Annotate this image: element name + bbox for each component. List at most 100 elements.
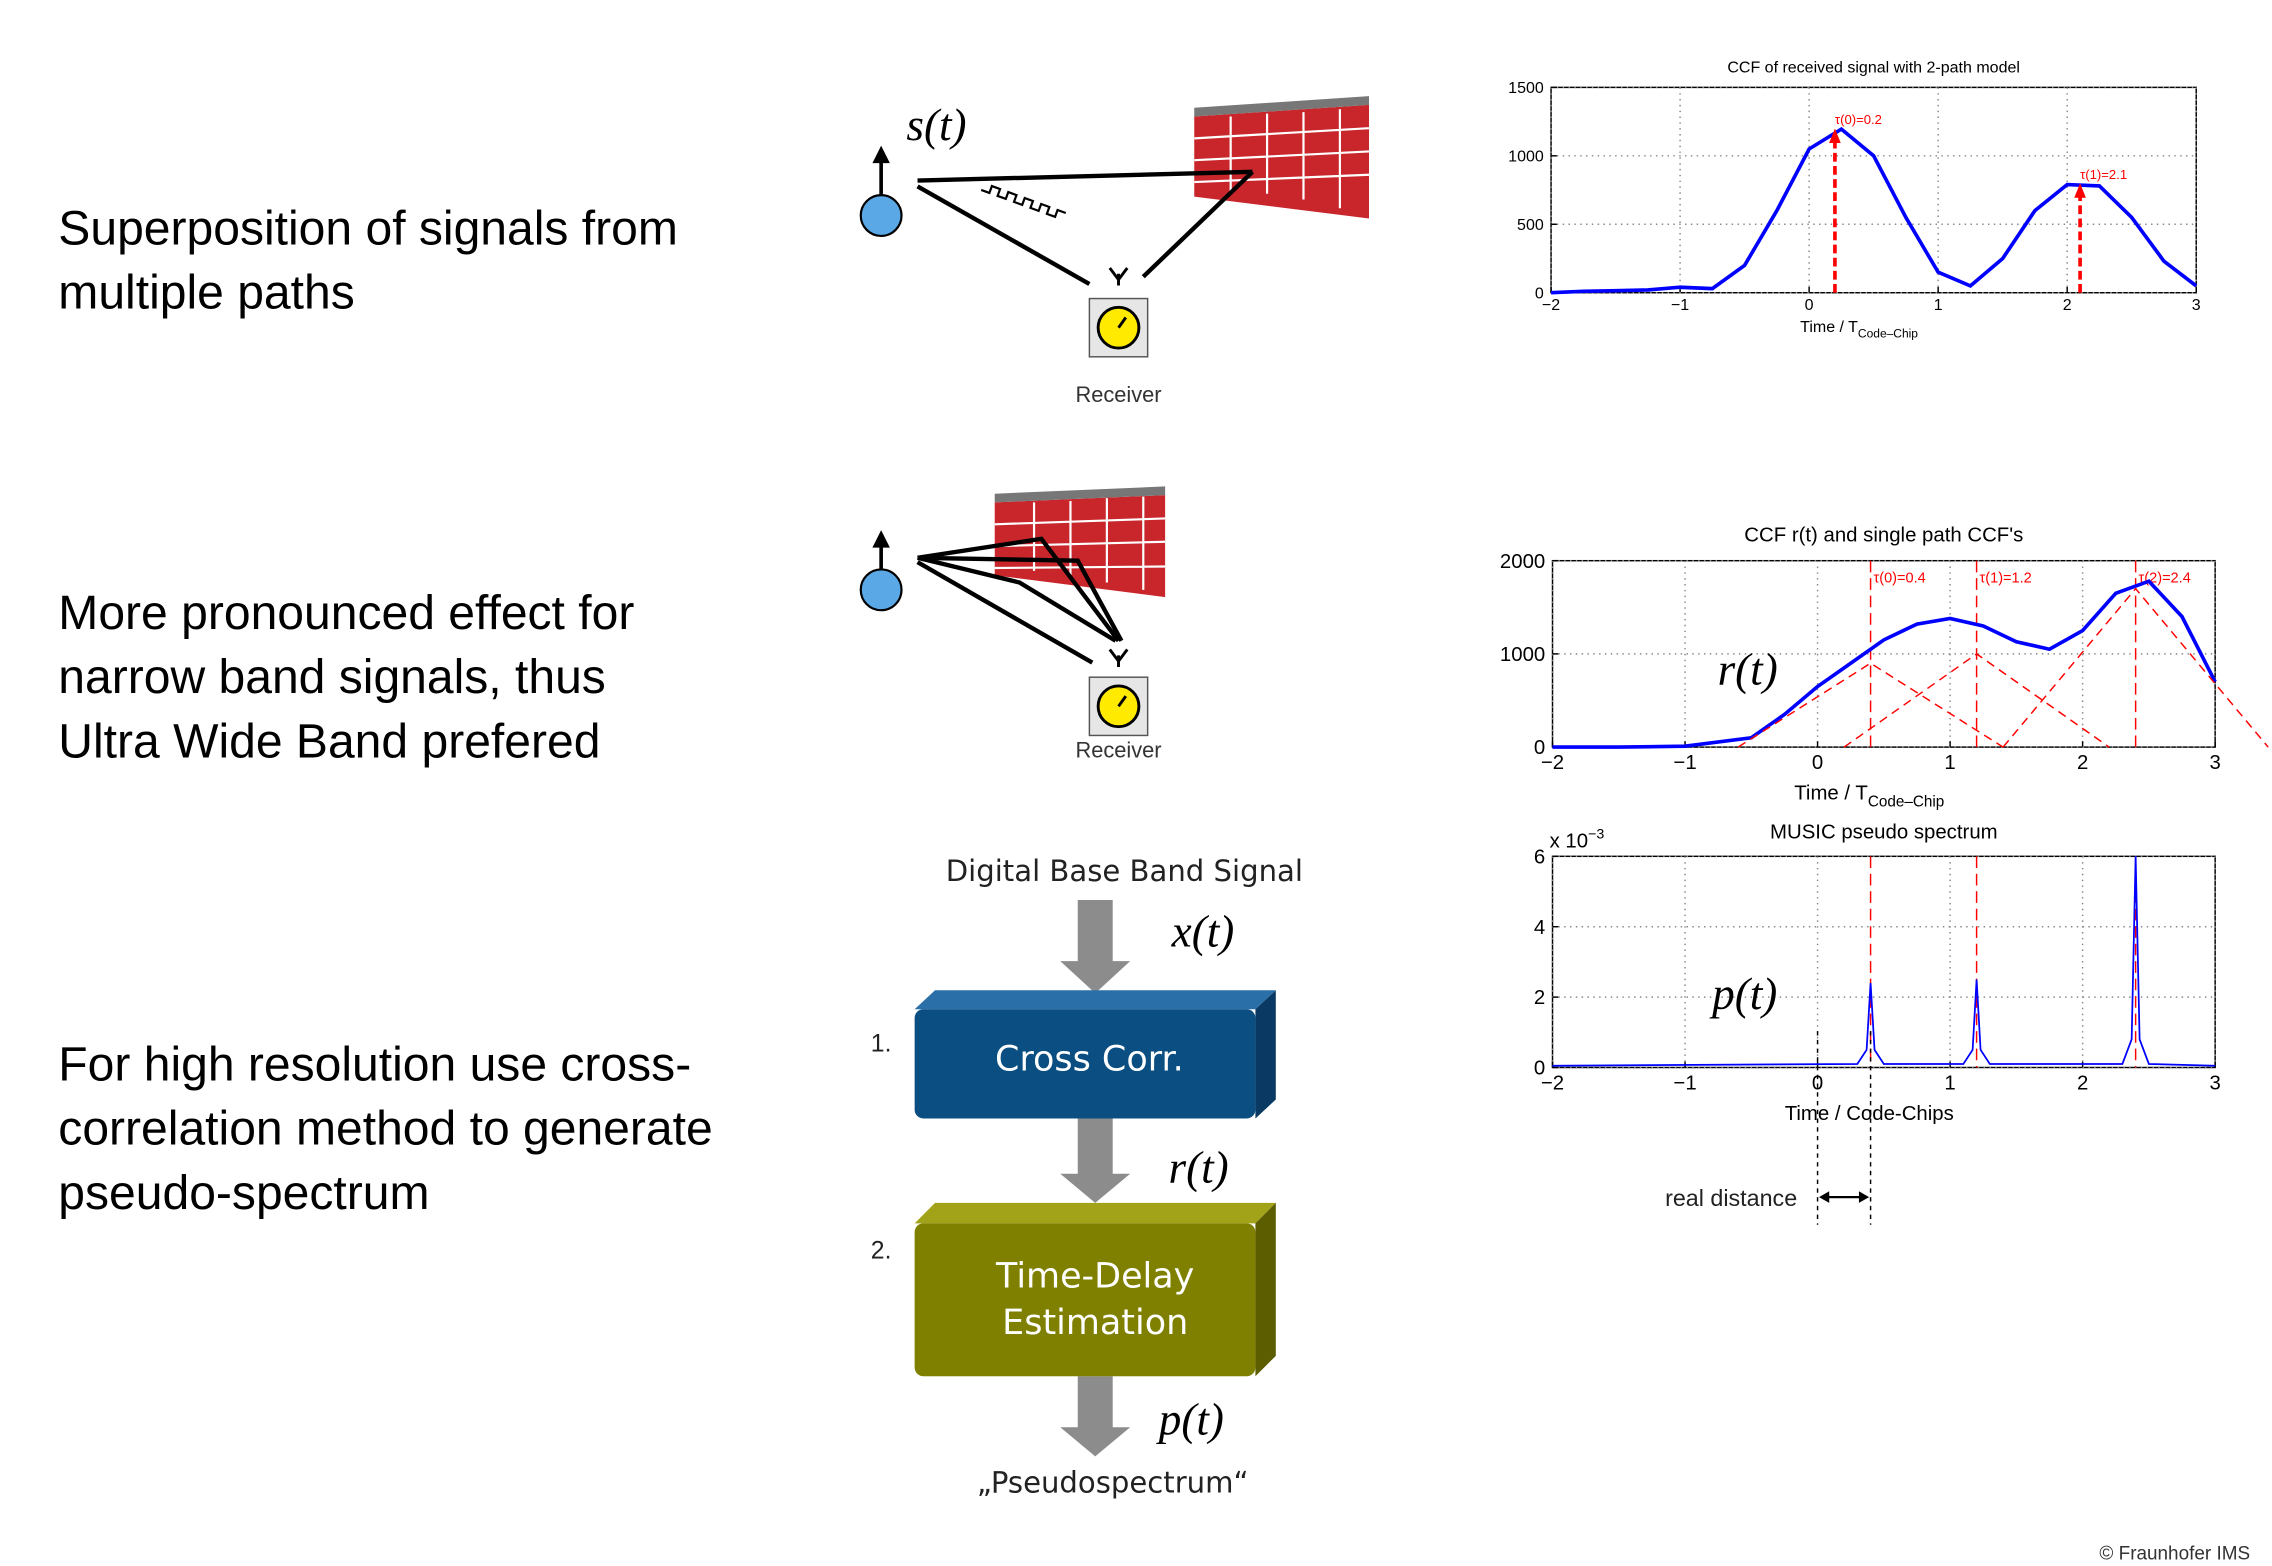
bullet-line: Superposition of signals from bbox=[58, 203, 678, 256]
x-tick-label: 1 bbox=[1944, 1072, 1955, 1094]
step-label: Estimation bbox=[1002, 1303, 1188, 1343]
y-tick-label: 1000 bbox=[1508, 148, 1544, 165]
arrow-head bbox=[1819, 1191, 1829, 1203]
y-tick-label: 2000 bbox=[1500, 551, 1545, 573]
charts: CCF of received signal with 2-path model… bbox=[1500, 60, 2268, 1225]
y-multiplier-exp: −3 bbox=[1588, 826, 1604, 842]
x-tick-label: −2 bbox=[1542, 297, 1560, 314]
transmitter bbox=[861, 146, 902, 236]
scenario-two: Receiver bbox=[861, 486, 1165, 762]
y-tick-label: 4 bbox=[1534, 917, 1545, 939]
x-tick-label: 2 bbox=[2077, 752, 2088, 774]
flow-diagram: Digital Base Band Signal x(t) 1. Cross C… bbox=[871, 854, 1303, 1500]
delay-label: τ(2)=2.4 bbox=[2139, 571, 2191, 587]
transmitter-part bbox=[861, 195, 902, 236]
y-tick-label: 2 bbox=[1534, 987, 1545, 1009]
receiver-label: Receiver bbox=[1075, 737, 1161, 762]
footer: © Fraunhofer IMS bbox=[2099, 1544, 2250, 1565]
p-signal: p(t) bbox=[1156, 1394, 1224, 1444]
signal-paths-part bbox=[981, 183, 1066, 220]
time-delay-box-part bbox=[915, 1223, 1256, 1376]
y-tick-label: 1000 bbox=[1500, 644, 1545, 666]
y-tick-label: 500 bbox=[1517, 217, 1544, 234]
x-tick-label: 0 bbox=[1805, 297, 1814, 314]
time-delay-box-part bbox=[915, 1203, 1276, 1223]
x-axis-label-sub: Code–Chip bbox=[1868, 794, 1944, 811]
x-tick-label: 3 bbox=[2209, 1072, 2220, 1094]
x-axis-label: Time / Code-Chips bbox=[1785, 1103, 1954, 1125]
receiver-part bbox=[1110, 268, 1127, 285]
y-tick-label: 6 bbox=[1534, 846, 1545, 868]
y-tick-label: 0 bbox=[1534, 1058, 1545, 1080]
x-axis-label-main: Time / T bbox=[1800, 319, 1858, 336]
x-axis-label-main: Time / T bbox=[1794, 783, 1868, 805]
signal-label: s(t) bbox=[906, 100, 966, 150]
transmitter bbox=[861, 530, 902, 610]
x-tick-label: 2 bbox=[2063, 297, 2072, 314]
x-tick-label: 1 bbox=[1934, 297, 1943, 314]
x-tick-label: 3 bbox=[2209, 752, 2220, 774]
receiver bbox=[1089, 268, 1147, 357]
cross-corr-box-part bbox=[915, 990, 1276, 1009]
step-label: Cross Corr. bbox=[995, 1039, 1184, 1079]
x-axis-label: Time / TCode–Chip bbox=[1800, 319, 1918, 341]
flow-output: „Pseudospectrum“ bbox=[977, 1466, 1249, 1500]
step-number: 2. bbox=[871, 1237, 892, 1264]
x-signal: x(t) bbox=[1171, 907, 1235, 957]
x-tick-label: 0 bbox=[1812, 752, 1823, 774]
receiver-label: Receiver bbox=[1075, 382, 1161, 407]
bullet-list: Superposition of signals from multiple pa… bbox=[58, 203, 712, 1220]
y-multiplier: x 10−3 bbox=[1550, 826, 1605, 852]
x-axis-label: Time / TCode–Chip bbox=[1794, 783, 1944, 811]
y-multiplier-base: x 10 bbox=[1550, 831, 1589, 853]
chart-title: CCF of received signal with 2-path model bbox=[1727, 60, 2020, 77]
chart-title: CCF r(t) and single path CCF's bbox=[1744, 525, 2023, 547]
time-delay-box-part bbox=[1255, 1203, 1275, 1376]
bullet-line: correlation method to generate bbox=[58, 1103, 712, 1156]
y-tick-label: 1500 bbox=[1508, 80, 1544, 97]
x-tick-label: 2 bbox=[2077, 1072, 2088, 1094]
x-tick-label: −1 bbox=[1673, 752, 1696, 774]
step-number: 1. bbox=[871, 1030, 892, 1057]
step-label: Time-Delay bbox=[995, 1256, 1194, 1296]
y-tick-label: 0 bbox=[1534, 737, 1545, 759]
x-axis-label-main: Time / Code-Chips bbox=[1785, 1103, 1954, 1125]
bullet-line: Ultra Wide Band prefered bbox=[58, 715, 600, 768]
bullet-line: pseudo-spectrum bbox=[58, 1167, 429, 1220]
plot-frame bbox=[1553, 856, 2216, 1067]
x-tick-label: −1 bbox=[1673, 1072, 1696, 1094]
chart: CCF of received signal with 2-path model… bbox=[1508, 60, 2201, 341]
transmitter-part bbox=[872, 530, 889, 547]
flow-input: Digital Base Band Signal bbox=[946, 854, 1303, 888]
receiver bbox=[1089, 650, 1147, 736]
scenario-one: s(t) Receiver bbox=[861, 96, 1369, 407]
x-tick-label: 1 bbox=[1944, 752, 1955, 774]
chart-title: MUSIC pseudo spectrum bbox=[1770, 822, 1998, 844]
transmitter-part bbox=[872, 146, 889, 163]
flow-arrows-part bbox=[1060, 1118, 1130, 1202]
slide: Superposition of signals from multiple pa… bbox=[0, 0, 2272, 1566]
bullet-line: More pronounced effect for bbox=[58, 587, 634, 640]
delay-label: τ(0)=0.2 bbox=[1835, 112, 1882, 127]
x-tick-label: −1 bbox=[1671, 297, 1689, 314]
x-tick-label: 3 bbox=[2192, 297, 2201, 314]
annotation-text: real distance bbox=[1665, 1185, 1797, 1211]
signal-paths-part bbox=[918, 186, 1090, 284]
receiver-part bbox=[1110, 650, 1127, 667]
r-signal: r(t) bbox=[1169, 1143, 1229, 1193]
bullet-line: narrow band signals, thus bbox=[58, 651, 606, 704]
cross-corr-box-part bbox=[1255, 990, 1275, 1118]
arrow-head bbox=[1859, 1191, 1869, 1203]
delay-label: τ(1)=2.1 bbox=[2080, 167, 2127, 182]
curve-name: p(t) bbox=[1709, 969, 1777, 1019]
bullet-line: multiple paths bbox=[58, 267, 354, 320]
delay-label: τ(0)=0.4 bbox=[1873, 571, 1925, 587]
curve-name: r(t) bbox=[1718, 644, 1778, 694]
bullet-line: For high resolution use cross- bbox=[58, 1039, 691, 1092]
y-tick-label: 0 bbox=[1535, 285, 1544, 302]
flow-arrows-part bbox=[1060, 1376, 1130, 1456]
flow-arrows-part bbox=[1060, 900, 1130, 993]
transmitter-part bbox=[861, 569, 902, 610]
